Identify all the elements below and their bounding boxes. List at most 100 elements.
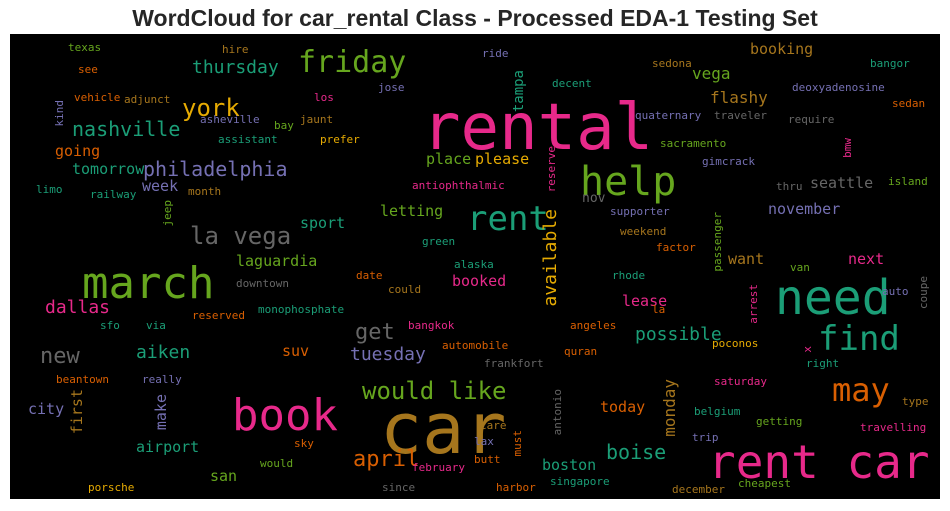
word-automobile: automobile xyxy=(442,339,509,352)
word-thursday: thursday xyxy=(192,57,279,78)
word-alaska: alaska xyxy=(454,258,494,271)
word-limo: limo xyxy=(36,183,63,196)
word-nov: nov xyxy=(582,191,606,206)
word-rental: rental xyxy=(422,91,654,165)
word-seattle: seattle xyxy=(810,174,874,192)
word-place: place xyxy=(426,150,472,168)
word-december: december xyxy=(672,483,725,496)
word-asheville: asheville xyxy=(200,113,260,126)
word-february: february xyxy=(412,461,465,474)
word-could: could xyxy=(388,283,422,296)
word-month: month xyxy=(188,185,222,198)
word-jaunt: jaunt xyxy=(300,113,334,126)
word-la-vega: la vega xyxy=(190,222,292,250)
word-hire: hire xyxy=(222,43,249,56)
word-see: see xyxy=(78,63,98,76)
word-island: island xyxy=(888,175,928,188)
word-bangor: bangor xyxy=(870,57,910,70)
word-booked: booked xyxy=(452,272,507,290)
word-quaternary: quaternary xyxy=(635,109,702,122)
word-la: la xyxy=(652,303,666,316)
word-since: since xyxy=(382,481,416,494)
word-jose: jose xyxy=(378,81,405,94)
word-x: x xyxy=(801,346,814,353)
word-quran: quran xyxy=(564,345,598,358)
word-help: help xyxy=(580,159,677,205)
word-via: via xyxy=(146,319,166,332)
word-railway: railway xyxy=(90,188,137,201)
word-vehicle: vehicle xyxy=(74,91,121,104)
word-type: type xyxy=(902,395,929,408)
word-november: november xyxy=(768,200,841,218)
word-going: going xyxy=(55,142,101,160)
word-get: get xyxy=(355,320,395,345)
word-book: book xyxy=(232,390,338,441)
word-thru: thru xyxy=(776,180,803,193)
word-next: next xyxy=(848,250,885,268)
word-harbor: harbor xyxy=(496,481,536,494)
word-boston: boston xyxy=(542,456,597,474)
word-new: new xyxy=(40,344,80,369)
word-rhode: rhode xyxy=(612,269,646,282)
word-van: van xyxy=(790,261,810,274)
word-reserve: reserve xyxy=(545,146,558,193)
word-singapore: singapore xyxy=(550,475,610,488)
word-york: york xyxy=(182,94,240,122)
page-title: WordCloud for car_rental Class - Process… xyxy=(132,5,818,31)
word-los: los xyxy=(314,91,334,104)
word-please: please xyxy=(475,150,530,168)
word-texas: texas xyxy=(68,41,102,54)
word-butt: butt xyxy=(474,453,501,466)
word-sedan: sedan xyxy=(892,97,926,110)
word-friday: friday xyxy=(298,45,407,80)
word-auto: auto xyxy=(882,285,909,298)
word-beantown: beantown xyxy=(56,373,109,386)
word-booking: booking xyxy=(750,40,814,58)
word-adjunct: adjunct xyxy=(124,93,171,106)
word-sedona: sedona xyxy=(652,57,692,70)
word-supporter: supporter xyxy=(610,205,670,218)
word-airport: airport xyxy=(136,438,200,456)
word-tomorrow: tomorrow xyxy=(72,160,145,178)
word-sfo: sfo xyxy=(100,319,120,332)
word-april: april xyxy=(353,447,420,472)
word-tuesday: tuesday xyxy=(350,344,426,365)
word-poconos: poconos xyxy=(712,337,759,350)
word-reserved: reserved xyxy=(192,309,245,322)
word-factor: factor xyxy=(656,241,696,254)
word-bay: bay xyxy=(274,119,294,132)
word-first: first xyxy=(68,389,86,435)
word-laguardia: laguardia xyxy=(236,252,318,270)
word-available: available xyxy=(540,209,561,307)
word-gimcrack: gimcrack xyxy=(702,155,755,168)
word-bangkok: bangkok xyxy=(408,319,455,332)
word-tampa: tampa xyxy=(511,70,527,113)
word-porsche: porsche xyxy=(88,481,135,494)
word-dallas: dallas xyxy=(45,297,111,318)
word-monday: monday xyxy=(660,379,679,437)
word-rent: rent xyxy=(467,199,549,239)
word-care: care xyxy=(480,419,507,432)
word-find: find xyxy=(818,319,900,359)
word-angeles: angeles xyxy=(570,319,617,332)
word-weekend: weekend xyxy=(620,225,667,238)
word-need: need xyxy=(775,270,891,326)
word-traveler: traveler xyxy=(714,109,767,122)
word-ride: ride xyxy=(482,47,509,60)
word-cloud: car rental rent car book need march help rent fi… xyxy=(10,34,940,499)
word-date: date xyxy=(356,269,383,282)
word-getting: getting xyxy=(756,415,803,428)
word-antiophthalmic: antiophthalmic xyxy=(412,179,505,192)
word-antonio: antonio xyxy=(551,389,564,436)
word-make: make xyxy=(152,394,170,431)
word-would-like: would like xyxy=(362,377,507,405)
word-really: really xyxy=(142,373,182,386)
word-want: want xyxy=(728,250,765,268)
word-travelling: travelling xyxy=(860,421,927,434)
word-sky: sky xyxy=(294,437,314,450)
word-green: green xyxy=(422,235,456,248)
word-sacramento: sacramento xyxy=(660,137,727,150)
word-suv: suv xyxy=(282,342,310,360)
word-cheapest: cheapest xyxy=(738,477,791,490)
word-city: city xyxy=(28,400,65,418)
